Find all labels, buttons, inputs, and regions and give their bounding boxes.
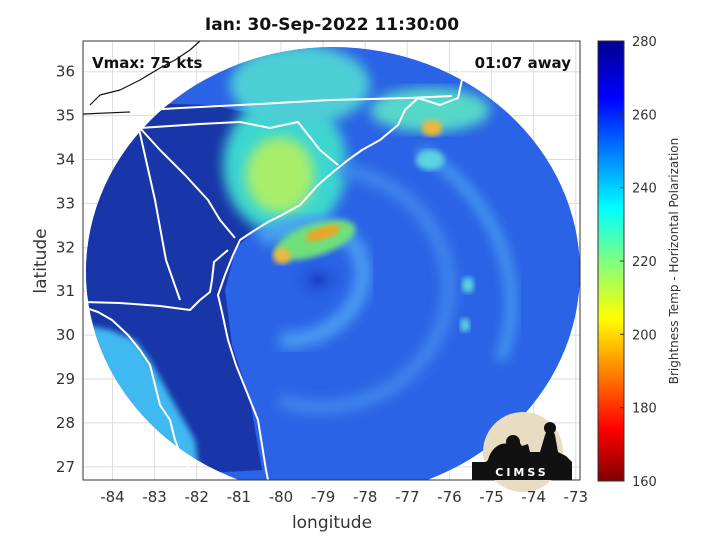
colorbar-tick-label: 280 [632, 35, 657, 50]
x-tick-labels: -84 -83 -82 -81 -80 -79 -78 -77 -76 -75 -74 -73 [100, 488, 588, 506]
x-tick-label: -84 [100, 488, 125, 506]
colorbar-tick-label: 220 [632, 255, 657, 270]
chart-title: Ian: 30-Sep-2022 11:30:00 [205, 15, 459, 35]
offshore-cell-3 [416, 150, 444, 170]
outer-banks-core [422, 120, 442, 136]
x-tick-label: -76 [437, 488, 462, 506]
state-border-ga-sc [139, 127, 236, 239]
eyewall-core [305, 225, 341, 241]
northern-rain [230, 47, 370, 125]
plot-area: Vmax: 75 kts 01:07 away CIMSS [82, 40, 581, 492]
colorbar-gradient [597, 40, 625, 482]
x-tick-label: -79 [311, 488, 336, 506]
rain-band-2 [277, 163, 456, 415]
logo-tower [544, 422, 556, 434]
coastline-gulf [83, 306, 197, 480]
colorbar: 160 180 200 220 240 260 280 Brightness Temp - … [597, 35, 681, 490]
x-tick-label: -80 [269, 488, 294, 506]
y-tick-label: 33 [56, 194, 75, 212]
y-tick-label: 35 [56, 107, 75, 125]
x-tick-label: -83 [142, 488, 167, 506]
outer-map-lines [83, 41, 201, 115]
state-border-nc-va [83, 95, 453, 115]
rain-band-1 [255, 216, 371, 349]
x-tick-label: -77 [395, 488, 420, 506]
state-border-fl-ga [83, 249, 229, 311]
state-border-sc-nc [139, 121, 339, 166]
offshore-cell-2 [460, 318, 470, 332]
logo-banner [472, 462, 572, 480]
y-tick-label: 29 [56, 370, 75, 388]
x-tick-label: -75 [479, 488, 504, 506]
colorbar-label: Brightness Temp - Horizontal Polarizatio… [667, 138, 681, 385]
plot-frame [82, 40, 581, 481]
x-tick-label: -81 [227, 488, 252, 506]
x-tick-label: -78 [353, 488, 378, 506]
y-tick-label: 31 [56, 282, 75, 300]
colorbar-tick-label: 260 [632, 108, 657, 123]
y-tick-label: 30 [56, 326, 75, 344]
colorbar-tick-label: 240 [632, 182, 657, 197]
coastline-atlantic [217, 41, 463, 480]
offshore-cell-1 [462, 277, 474, 293]
storm-eye [288, 256, 348, 304]
coastlines [83, 41, 463, 480]
y-tick-label: 36 [56, 63, 75, 81]
southern-cell [273, 248, 291, 264]
state-border-al-ga [136, 119, 181, 301]
time-offset-annotation: 01:07 away [475, 54, 572, 72]
colorbar-ticks: 160 180 200 220 240 260 280 [620, 35, 657, 490]
y-axis-label: latitude [31, 228, 51, 293]
y-tick-labels: 27 28 29 30 31 32 33 34 35 36 [56, 63, 75, 476]
carolina-rain-inner [246, 137, 314, 213]
x-tick-label: -82 [184, 488, 209, 506]
rain-band-3 [417, 145, 517, 362]
x-tick-label: -74 [521, 488, 546, 506]
colorbar-tick-label: 180 [632, 402, 657, 417]
colorbar-tick-label: 200 [632, 328, 657, 343]
y-tick-label: 34 [56, 151, 75, 169]
y-tick-label: 28 [56, 414, 75, 432]
cimss-logo: CIMSS [472, 412, 572, 492]
logo-text: CIMSS [495, 466, 548, 479]
vmax-annotation: Vmax: 75 kts [92, 54, 202, 72]
y-tick-label: 32 [56, 238, 75, 256]
x-tick-label: -73 [564, 488, 589, 506]
logo-dish [506, 435, 520, 449]
y-tick-label: 27 [56, 458, 75, 476]
colorbar-tick-label: 160 [632, 475, 657, 490]
x-axis-label: longitude [292, 513, 372, 533]
